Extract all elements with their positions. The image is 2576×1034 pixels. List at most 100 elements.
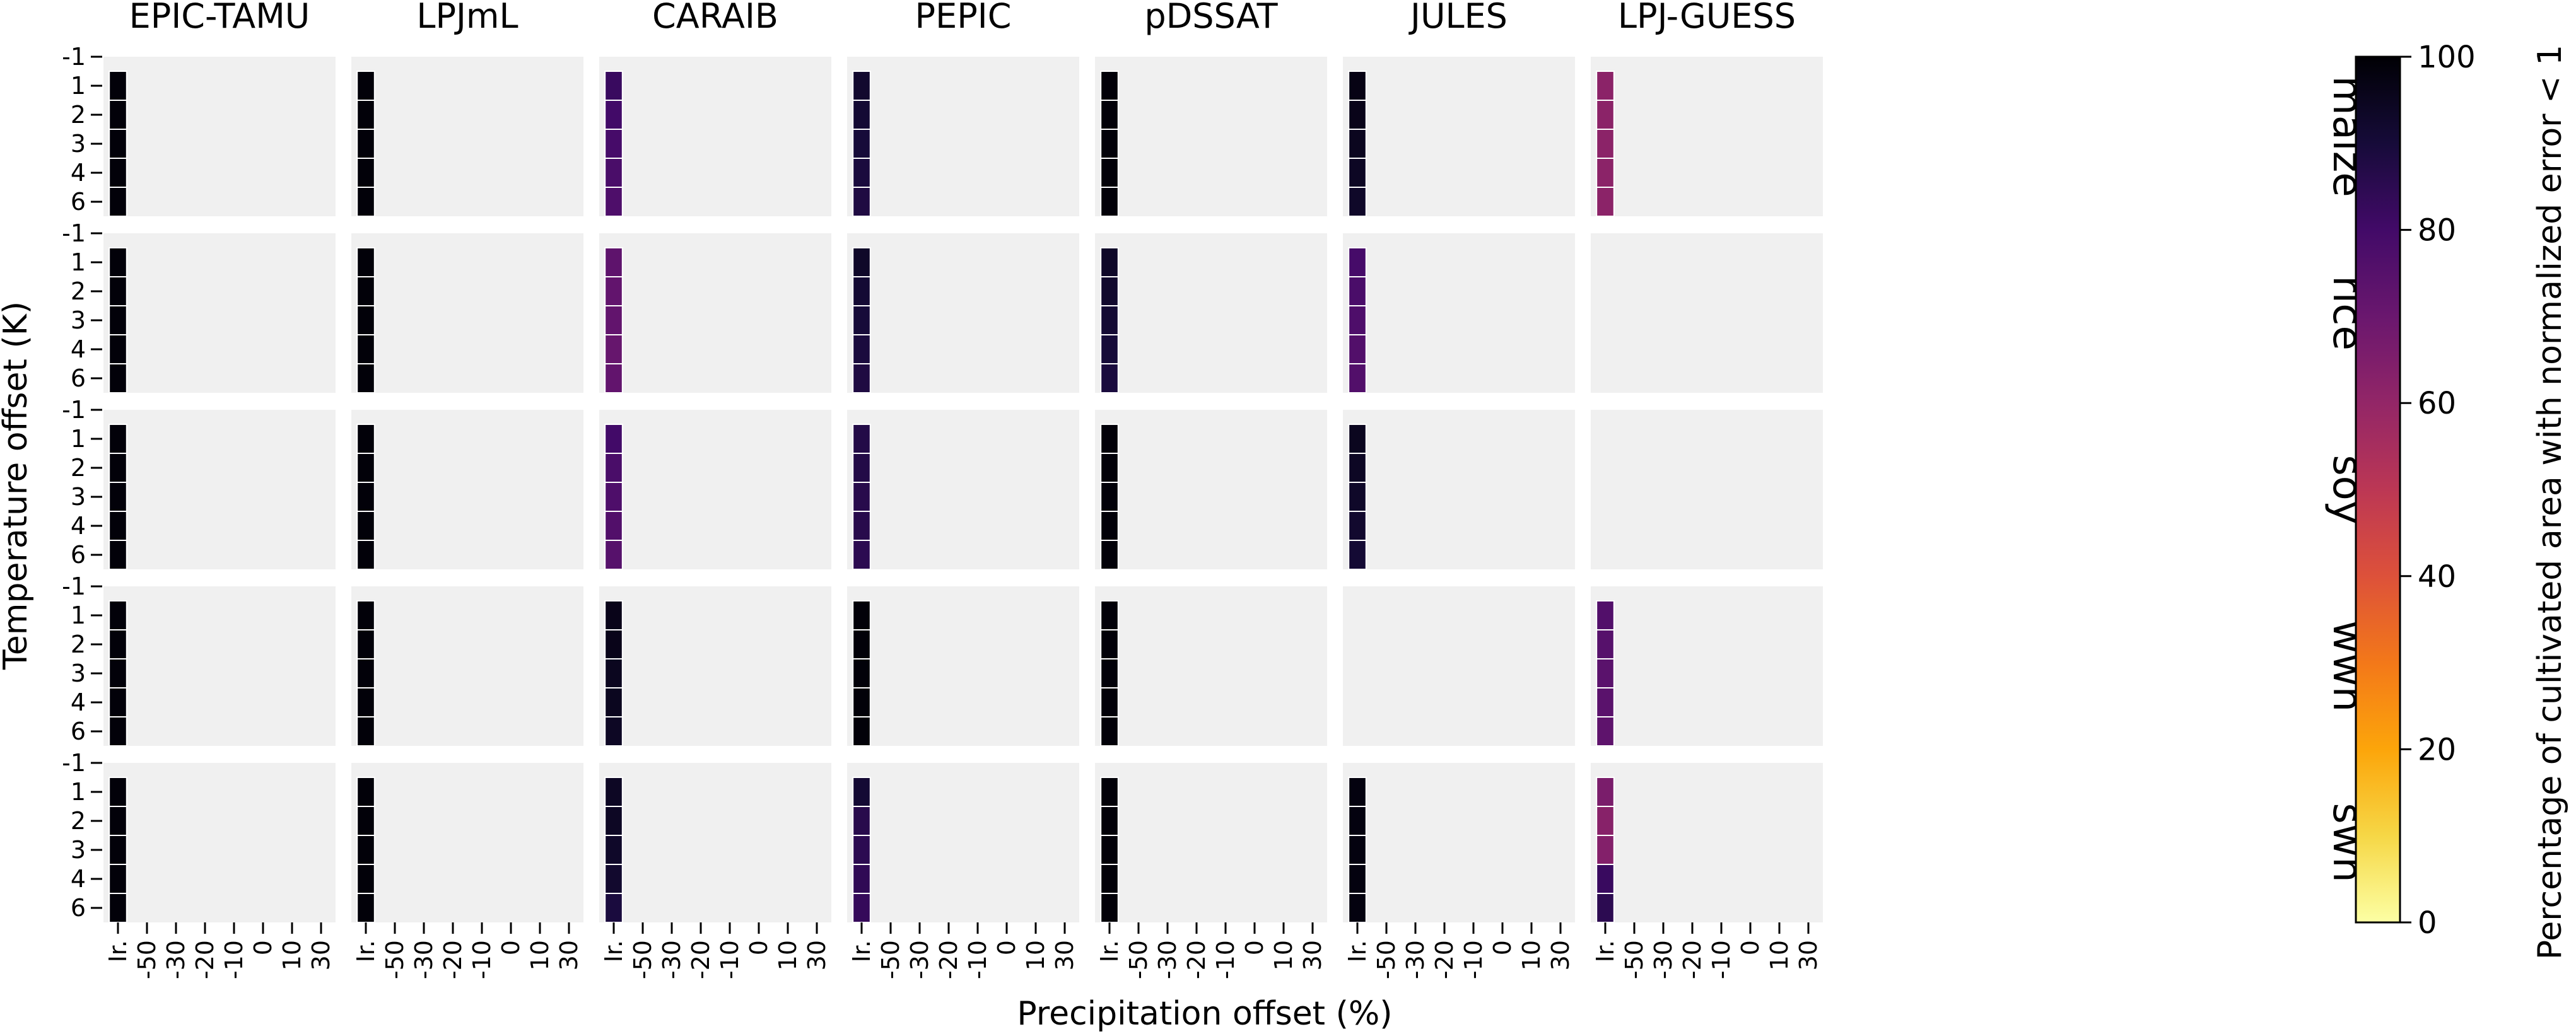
cell-pdssat-swh-t2 [1100, 806, 1119, 836]
cell-lpjml-swh-t1 [356, 777, 375, 807]
panel-caraib-maize [599, 57, 831, 216]
x-tick-label: Ir. [104, 940, 132, 962]
cell-pdssat-rice-t3 [1100, 305, 1119, 335]
x-tick-label: 0 [1489, 940, 1516, 955]
cell-lpjml-wwh-t3 [356, 658, 375, 688]
x-tick-label: -30 [162, 940, 190, 979]
cell-lpjml-wwh-t2 [356, 629, 375, 659]
y-tick-label: 3 [71, 130, 86, 158]
cell-pepic-rice-t2 [852, 276, 871, 306]
cell-jules-swh-t2 [1348, 806, 1367, 836]
y-tick-label: 6 [71, 364, 86, 392]
cell-pdssat-wwh-t6 [1100, 716, 1119, 746]
cell-epic-tamu-soy-t3 [108, 482, 127, 512]
cell-lpjml-maize-t4 [356, 158, 375, 188]
panel-pdssat-soy [1095, 410, 1327, 569]
cell-lpjml-maize-t2 [356, 100, 375, 130]
x-tick-label: -30 [1649, 940, 1677, 979]
cell-pdssat-swh-t4 [1100, 864, 1119, 894]
x-tick-label: 30 [1051, 940, 1079, 970]
cell-jules-swh-t3 [1348, 835, 1367, 865]
cell-lpjml-rice-t6 [356, 363, 375, 393]
y-tick-label: 1 [71, 72, 86, 100]
panel-lpjml-wwh [351, 586, 583, 746]
cell-caraib-swh-t1 [604, 777, 623, 807]
cell-pdssat-rice-t1 [1100, 247, 1119, 277]
y-tick-label: 1 [71, 248, 86, 276]
cell-pepic-wwh-t3 [852, 658, 871, 688]
x-tick-label: 0 [745, 940, 773, 955]
cell-pepic-swh-t4 [852, 864, 871, 894]
cell-pepic-rice-t3 [852, 305, 871, 335]
cell-lpjml-maize-t6 [356, 187, 375, 217]
cell-epic-tamu-rice-t3 [108, 305, 127, 335]
cell-epic-tamu-wwh-t6 [108, 716, 127, 746]
y-tick-label: 6 [71, 541, 86, 569]
panel-epic-tamu-swh [103, 763, 336, 922]
panel-lpjml-soy [351, 410, 583, 569]
cell-caraib-rice-t4 [604, 334, 623, 364]
cell-epic-tamu-soy-t1 [108, 424, 127, 454]
cell-caraib-maize-t4 [604, 158, 623, 188]
panel-lpj-guess-soy [1591, 410, 1823, 569]
cell-lpjml-swh-t6 [356, 893, 375, 923]
cell-lpjml-maize-t3 [356, 129, 375, 159]
cell-lpjml-swh-t4 [356, 864, 375, 894]
panel-caraib-swh [599, 763, 831, 922]
cell-caraib-swh-t3 [604, 835, 623, 865]
cell-caraib-soy-t2 [604, 453, 623, 483]
cell-lpj-guess-swh-t1 [1596, 777, 1615, 807]
x-tick-label: Ir. [848, 940, 875, 962]
cell-lpj-guess-swh-t2 [1596, 806, 1615, 836]
x-tick-label: -10 [1212, 940, 1239, 979]
colorbar-tick-label: 80 [2418, 213, 2456, 248]
cell-caraib-swh-t4 [604, 864, 623, 894]
cell-pdssat-rice-t6 [1100, 363, 1119, 393]
cell-pepic-swh-t1 [852, 777, 871, 807]
x-tick-label: -10 [964, 940, 992, 979]
model-title-caraib: CARAIB [652, 0, 778, 36]
cell-pepic-soy-t2 [852, 453, 871, 483]
cell-epic-tamu-soy-t4 [108, 511, 127, 541]
x-tick-label: -10 [1460, 940, 1487, 979]
cell-pepic-soy-t4 [852, 511, 871, 541]
cell-lpj-guess-maize-t6 [1596, 187, 1615, 217]
x-tick-label: 10 [278, 940, 306, 970]
y-tick-label: 3 [71, 659, 86, 687]
cell-pepic-swh-t3 [852, 835, 871, 865]
cell-epic-tamu-wwh-t3 [108, 658, 127, 688]
cell-lpjml-soy-t1 [356, 424, 375, 454]
y-tick-label: 6 [71, 717, 86, 745]
x-tick-label: -10 [716, 940, 744, 979]
x-tick-label: Ir. [1591, 940, 1619, 962]
y-tick-label: 6 [71, 188, 86, 216]
cell-pdssat-wwh-t2 [1100, 629, 1119, 659]
x-tick-label: 10 [526, 940, 554, 970]
panel-lpj-guess-maize [1591, 57, 1823, 216]
cell-lpj-guess-wwh-t2 [1596, 629, 1615, 659]
cell-lpjml-swh-t3 [356, 835, 375, 865]
cell-caraib-soy-t4 [604, 511, 623, 541]
cell-pdssat-rice-t2 [1100, 276, 1119, 306]
x-tick-label: 10 [1270, 940, 1297, 970]
y-tick-label: -1 [62, 749, 86, 777]
x-tick-label: -20 [935, 940, 963, 979]
panel-pepic-wwh [847, 586, 1079, 746]
cell-jules-soy-t3 [1348, 482, 1367, 512]
cell-lpj-guess-maize-t4 [1596, 158, 1615, 188]
x-tick-label: -50 [133, 940, 161, 979]
y-tick-label: 2 [71, 101, 86, 129]
x-tick-label: -20 [1183, 940, 1210, 979]
cell-caraib-soy-t3 [604, 482, 623, 512]
y-tick-label: -1 [62, 219, 86, 247]
panel-epic-tamu-rice [103, 233, 336, 393]
y-tick-label: 4 [71, 865, 86, 893]
x-tick-label: -10 [1707, 940, 1735, 979]
cell-jules-soy-t2 [1348, 453, 1367, 483]
x-tick-label: 0 [1241, 940, 1268, 955]
x-tick-label: 30 [1794, 940, 1822, 970]
cell-epic-tamu-wwh-t4 [108, 687, 127, 717]
cell-pepic-wwh-t2 [852, 629, 871, 659]
cell-epic-tamu-rice-t4 [108, 334, 127, 364]
